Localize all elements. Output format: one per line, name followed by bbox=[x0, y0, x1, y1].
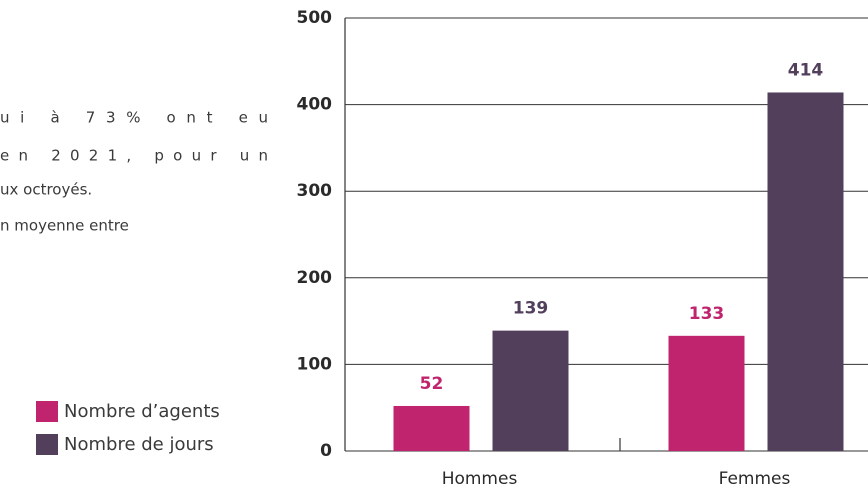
legend-swatch bbox=[36, 401, 58, 422]
y-tick-label: 100 bbox=[297, 354, 333, 374]
x-tick-label: Hommes bbox=[442, 469, 518, 489]
y-tick-label: 400 bbox=[297, 95, 333, 115]
paragraph-line: ui à 73% ont eu bbox=[0, 109, 268, 127]
bar bbox=[393, 405, 470, 451]
paragraph-line: ux octroyés. bbox=[0, 181, 92, 199]
value-label: 52 bbox=[420, 374, 444, 394]
paragraph-line: n moyenne entre bbox=[0, 217, 129, 235]
value-label: 414 bbox=[788, 60, 824, 80]
value-label: 133 bbox=[689, 304, 725, 324]
bar bbox=[767, 92, 844, 451]
y-tick-label: 0 bbox=[320, 441, 332, 461]
y-tick-label: 200 bbox=[297, 268, 333, 288]
y-tick-label: 500 bbox=[297, 8, 333, 28]
value-label: 139 bbox=[513, 299, 549, 319]
legend-label: Nombre d’agents bbox=[64, 401, 220, 422]
x-tick-label: Femmes bbox=[719, 469, 791, 489]
paragraph-line: en 2021, pour un bbox=[0, 147, 268, 165]
bar bbox=[668, 335, 745, 451]
bar bbox=[492, 330, 569, 451]
legend-swatch bbox=[36, 434, 58, 455]
legend-label: Nombre de jours bbox=[64, 434, 214, 455]
y-tick-label: 300 bbox=[297, 181, 333, 201]
